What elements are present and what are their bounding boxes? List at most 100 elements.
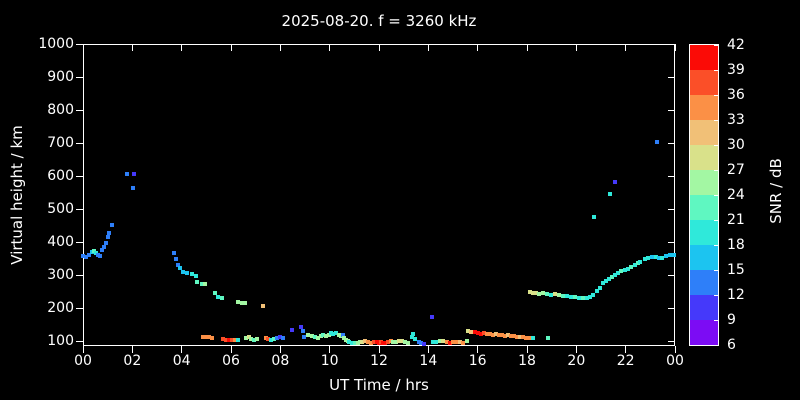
- data-point: [638, 260, 643, 265]
- y-tick-label: 700: [47, 135, 74, 151]
- colorbar-tick-label: 42: [727, 37, 745, 53]
- data-point: [315, 335, 320, 340]
- data-point: [587, 295, 592, 300]
- data-point: [368, 340, 373, 345]
- data-point: [421, 341, 426, 346]
- data-point: [488, 332, 492, 337]
- data-point: [318, 334, 323, 339]
- colorbar-segment: [690, 95, 718, 120]
- data-point: [312, 335, 317, 340]
- data-point: [632, 263, 637, 268]
- colorbar-tick: [714, 269, 718, 271]
- data-point: [523, 336, 528, 341]
- data-point: [202, 281, 207, 286]
- x-tick-top: [625, 44, 627, 51]
- data-point: [622, 268, 627, 273]
- data-point: [99, 247, 104, 252]
- data-point: [496, 333, 501, 338]
- data-point: [564, 294, 569, 299]
- data-point: [654, 140, 659, 144]
- y-tick-left: [76, 76, 83, 78]
- data-point: [175, 263, 180, 268]
- x-tick-top: [477, 44, 479, 51]
- y-tick-right: [668, 340, 675, 342]
- data-point: [514, 335, 519, 340]
- y-tick-label: 300: [47, 267, 74, 283]
- x-tick-bottom: [329, 346, 331, 353]
- data-point: [371, 339, 376, 344]
- colorbar-segment: [690, 170, 718, 195]
- data-point: [215, 295, 220, 300]
- data-point: [511, 334, 516, 339]
- data-point: [391, 339, 396, 344]
- colorbar-tick-label: 6: [727, 337, 736, 353]
- colorbar-segment: [690, 120, 718, 145]
- x-tick-bottom: [625, 346, 627, 353]
- data-point: [402, 339, 407, 344]
- x-tick-label: 16: [468, 353, 487, 369]
- data-point: [346, 339, 351, 344]
- data-point: [305, 333, 310, 338]
- data-point: [482, 331, 487, 336]
- x-tick-label: 00: [666, 353, 684, 369]
- data-point: [413, 337, 417, 342]
- colorbar-segment: [690, 45, 718, 70]
- data-point: [172, 250, 177, 255]
- data-point: [440, 339, 445, 343]
- data-point: [323, 334, 328, 339]
- x-tick-top: [378, 44, 380, 51]
- data-point: [105, 235, 110, 240]
- data-point: [357, 339, 362, 344]
- x-tick-bottom: [230, 346, 232, 353]
- colorbar-segment: [690, 245, 718, 270]
- data-point: [475, 331, 480, 336]
- y-tick-right: [668, 274, 675, 276]
- data-point: [263, 336, 268, 341]
- data-point: [86, 252, 91, 257]
- x-tick-label: 04: [172, 353, 191, 369]
- data-point: [502, 334, 507, 339]
- data-point: [527, 290, 532, 295]
- data-point: [445, 339, 450, 344]
- x-tick-label: 20: [567, 353, 586, 369]
- data-point: [333, 330, 338, 335]
- colorbar-tick: [714, 119, 718, 121]
- x-axis-label: UT Time / hrs: [329, 376, 429, 394]
- data-point: [190, 272, 195, 276]
- colorbar-segment: [690, 145, 718, 170]
- x-tick-bottom: [575, 346, 577, 353]
- data-point: [431, 339, 436, 344]
- data-point: [597, 285, 602, 290]
- data-point: [243, 301, 248, 306]
- colorbar-tick: [714, 194, 718, 196]
- data-point: [374, 339, 379, 344]
- data-point: [302, 335, 306, 340]
- y-tick-right: [668, 76, 675, 78]
- data-point: [660, 255, 665, 260]
- data-point: [243, 336, 248, 341]
- colorbar-tick: [714, 244, 718, 246]
- colorbar-segment: [690, 320, 718, 345]
- data-point: [508, 334, 513, 339]
- data-point: [362, 339, 367, 344]
- data-point: [341, 332, 346, 337]
- data-point: [173, 257, 178, 262]
- colorbar-tick-label: 27: [727, 162, 745, 178]
- colorbar-tick-label: 9: [727, 312, 736, 328]
- y-tick-label: 500: [47, 201, 74, 217]
- data-point: [212, 291, 217, 296]
- data-point: [321, 332, 325, 337]
- y-tick-left: [76, 43, 83, 45]
- x-tick-top: [279, 44, 281, 51]
- data-point: [448, 340, 453, 345]
- data-point: [635, 261, 640, 266]
- colorbar-tick-label: 30: [727, 137, 745, 153]
- colorbar-segment: [690, 220, 718, 245]
- x-tick-label: 14: [419, 353, 438, 369]
- x-tick-label: 00: [74, 353, 92, 369]
- data-point: [645, 255, 650, 260]
- data-point: [576, 296, 581, 301]
- x-tick-label: 02: [123, 353, 142, 369]
- data-point: [603, 278, 608, 283]
